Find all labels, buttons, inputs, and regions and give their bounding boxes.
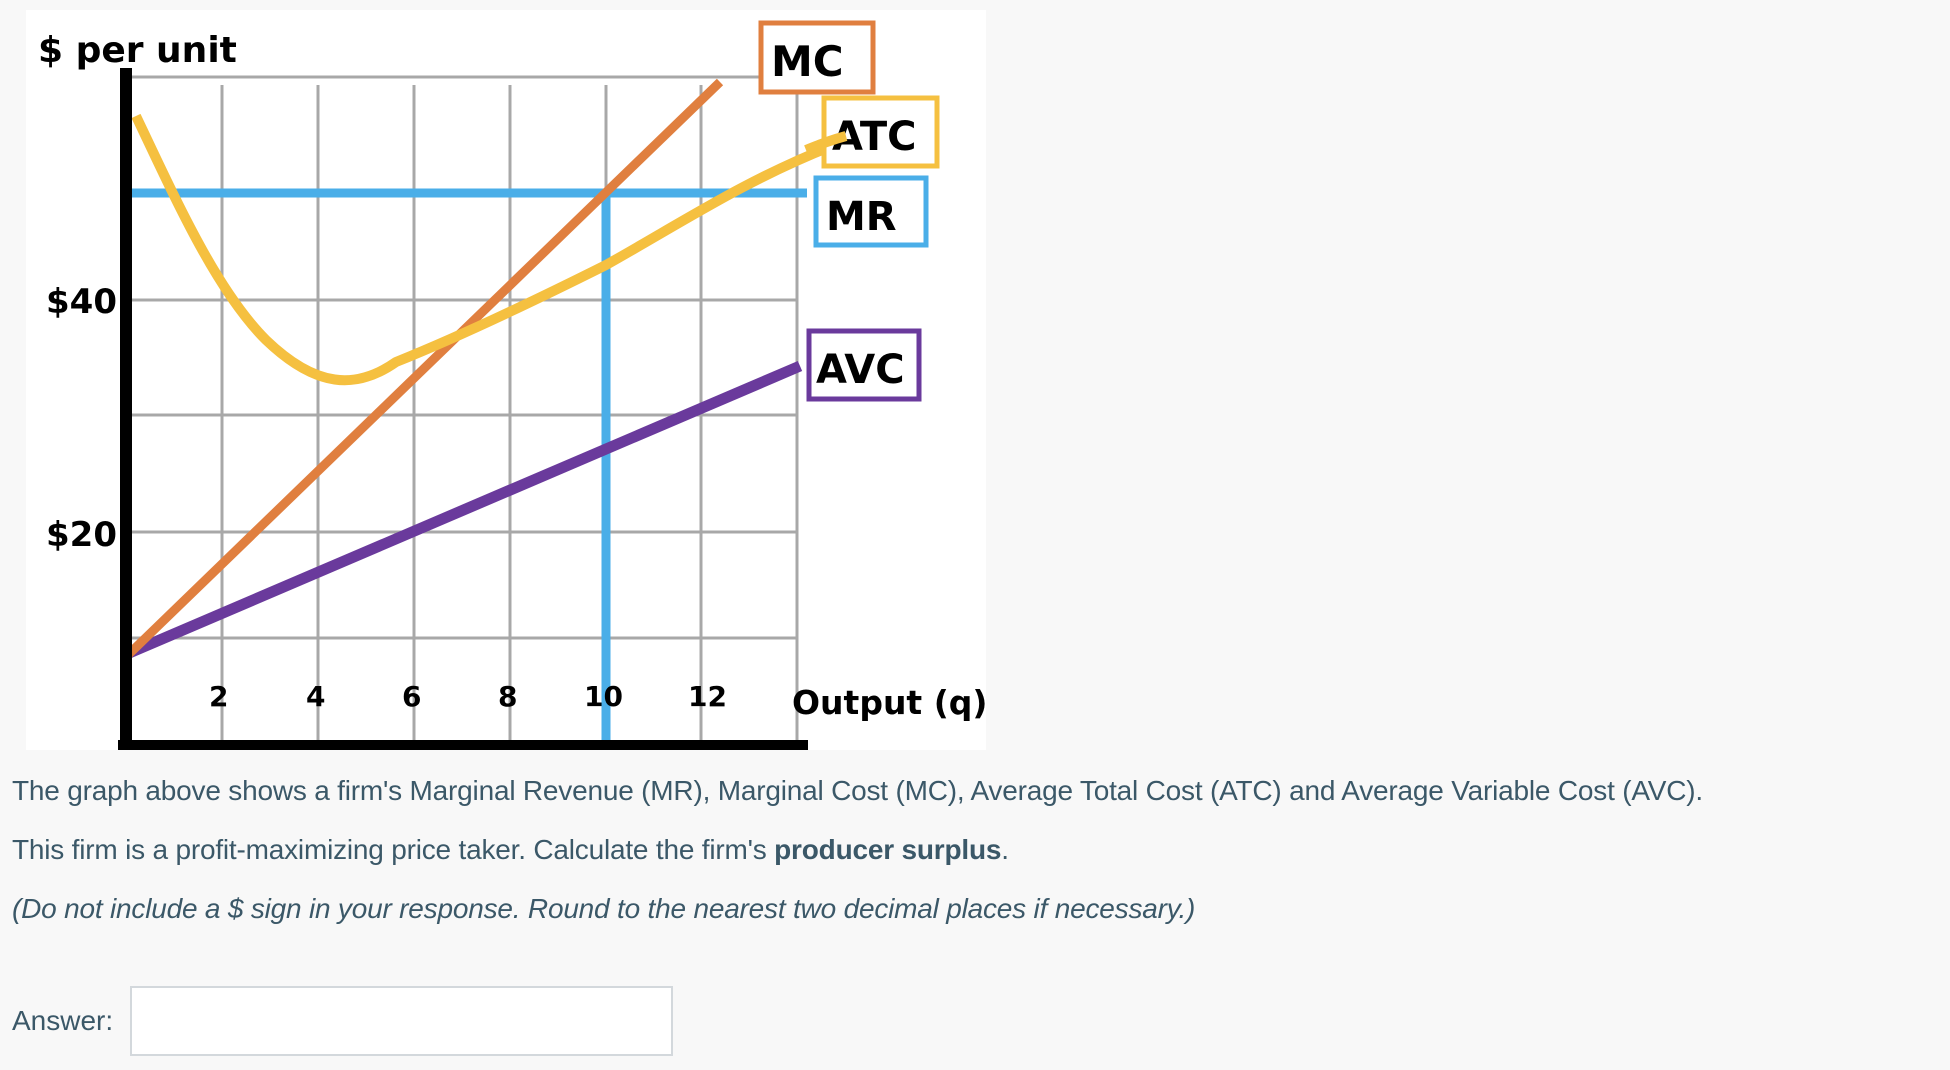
question-keyword: producer surplus <box>774 834 1002 865</box>
question-description: The graph above shows a firm's Marginal … <box>12 775 1703 806</box>
question-instruction: This firm is a profit-maximizing price t… <box>12 834 1009 866</box>
avc-line <box>124 360 803 660</box>
legend-mc: MC <box>758 20 876 95</box>
svg-text:MR: MR <box>826 194 897 240</box>
mr-line <box>127 188 807 748</box>
chart-svg: $ per unit $40 $20 2 4 6 8 10 12 Output … <box>38 20 986 750</box>
question-instruction-end: . <box>1001 834 1009 865</box>
svg-text:8: 8 <box>498 680 517 713</box>
mc-line <box>125 78 724 658</box>
y-tick-40: $40 <box>46 282 117 322</box>
x-axis-label: Output (q) <box>792 683 986 722</box>
y-tick-20: $20 <box>46 515 117 555</box>
legend-avc: AVC <box>806 328 922 402</box>
x-axis <box>118 740 808 750</box>
x-ticks: 2 4 6 8 10 12 <box>209 680 727 713</box>
answer-input[interactable] <box>130 986 673 1056</box>
svg-text:MC: MC <box>771 37 844 86</box>
legend-atc: ATC <box>804 95 940 169</box>
answer-label: Answer: <box>12 1005 114 1036</box>
atc-curve <box>131 113 834 386</box>
svg-text:2: 2 <box>209 680 228 713</box>
y-axis <box>120 68 132 750</box>
question-instruction-text: This firm is a profit-maximizing price t… <box>12 834 775 865</box>
svg-text:AVC: AVC <box>816 347 905 393</box>
y-axis-label: $ per unit <box>38 30 237 71</box>
cost-curves-chart: $ per unit $40 $20 2 4 6 8 10 12 Output … <box>26 10 986 750</box>
question-note: (Do not include a $ sign in your respons… <box>12 893 1196 924</box>
svg-text:12: 12 <box>688 680 727 713</box>
svg-text:4: 4 <box>306 680 325 713</box>
legend-mr: MR <box>813 175 929 248</box>
svg-text:6: 6 <box>402 680 421 713</box>
svg-text:10: 10 <box>584 680 623 713</box>
